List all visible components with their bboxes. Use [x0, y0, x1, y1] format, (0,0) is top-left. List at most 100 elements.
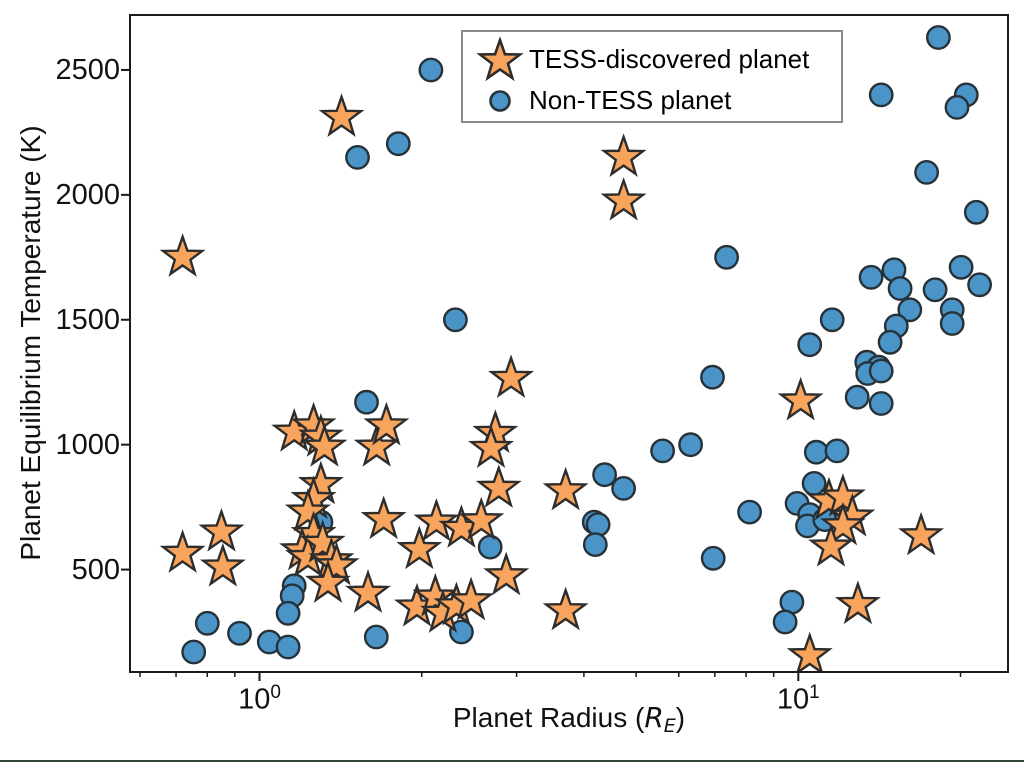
scatter-point-circle [678, 432, 703, 458]
scatter-points [159, 25, 992, 672]
scatter-point-circle [944, 95, 970, 120]
scatter-point-circle [797, 502, 823, 527]
scatter-point-circle [868, 82, 894, 108]
scatter-point-circle [354, 389, 379, 415]
y-tick-label-500: 500 [71, 553, 120, 586]
scatter-point-circle [967, 272, 992, 298]
scatter-point-circle [592, 462, 617, 488]
y-tick-label-1500: 1500 [55, 303, 120, 336]
scatter-point-star [488, 354, 535, 399]
scatter-point-star [159, 529, 206, 573]
scatter-point-star [271, 408, 318, 452]
scatter-point-star [290, 510, 337, 555]
scatter-point-circle [939, 297, 965, 323]
scatter-point-circle [797, 332, 823, 358]
scatter-point-circle [939, 311, 965, 336]
scatter-point-star [448, 576, 495, 621]
scatter-point-star [808, 522, 854, 567]
scatter-point-star [198, 507, 245, 552]
scatter-point-circle [611, 475, 636, 501]
scatter-point-star [159, 233, 206, 277]
scatter-point-circle [700, 364, 725, 390]
scatter-point-star [600, 133, 647, 177]
scatter-point-circle [801, 470, 827, 496]
scatter-point-circle [795, 513, 820, 539]
scatter-point-circle [256, 629, 282, 655]
scatter-point-star [396, 525, 443, 570]
scatter-point-circle [308, 509, 334, 535]
scatter-point-circle [275, 634, 301, 660]
scatter-point-circle [963, 199, 989, 225]
scatter-point-circle [855, 361, 881, 386]
scatter-point-circle [772, 609, 798, 635]
scatter-point-star [829, 492, 876, 537]
scatter-point-circle [700, 545, 726, 571]
scatter-point-star [360, 495, 407, 540]
scatter-point-star [199, 542, 246, 587]
y-tick-label-1000: 1000 [55, 428, 120, 461]
scatter-point-star [819, 501, 866, 546]
scatter-point-circle [477, 534, 503, 560]
scatter-point-circle [868, 391, 894, 416]
axis-ticks [121, 68, 962, 681]
scatter-point-star [786, 631, 833, 672]
scatter-point-circle [448, 619, 474, 645]
scatter-point-star [305, 559, 351, 603]
scatter-point-star [353, 423, 400, 467]
scatter-point-star [363, 401, 410, 446]
scatter-point-circle [784, 490, 810, 516]
scatter-point-circle [585, 512, 611, 537]
legend-label-nontess: Non-TESS planet [529, 85, 732, 116]
scatter-point-star [290, 475, 337, 520]
scatter-point-star [806, 476, 852, 521]
x-axis-label-subscript: E [663, 715, 676, 737]
scatter-point-circle [881, 257, 907, 283]
y-tick-label-2000: 2000 [55, 178, 120, 211]
x-axis-label-symbol: R [644, 701, 664, 734]
scatter-point-star [483, 551, 530, 596]
x-tick-label-1: 100 [238, 682, 281, 716]
scatter-point-circle [779, 589, 805, 615]
scatter-point-circle [854, 349, 880, 375]
scatter-point-circle [442, 307, 468, 333]
scatter-point-star [542, 466, 589, 511]
scatter-point-circle [922, 277, 948, 303]
scatter-point-circle [363, 624, 389, 650]
scatter-point-star [419, 589, 466, 633]
scatter-point-star [438, 504, 485, 548]
scatter-point-circle [948, 254, 974, 280]
scatter-point-circle [858, 264, 884, 290]
scatter-point-circle [194, 610, 220, 636]
circle-icon [471, 88, 529, 114]
scatter-point-star [413, 497, 460, 542]
scatter-point-star [297, 460, 344, 505]
scatter-point-star [318, 93, 365, 137]
scatter-point-circle [737, 499, 762, 525]
scatter-point-star [475, 464, 522, 508]
scatter-point-circle [581, 509, 607, 535]
scatter-point-circle [279, 583, 305, 609]
scatter-point-star [542, 586, 589, 631]
scatter-point-circle [819, 307, 845, 333]
scatter-point-star [412, 572, 459, 617]
scatter-point-star [393, 582, 440, 627]
scatter-point-star [279, 526, 326, 571]
scatter-point-circle [887, 276, 913, 301]
scatter-point-star [299, 519, 346, 563]
y-tick-label-2500: 2500 [55, 53, 120, 86]
star-icon [471, 36, 529, 83]
scatter-point-star [819, 472, 866, 517]
scatter-point-star [472, 409, 519, 453]
scatter-point-star [834, 580, 881, 625]
scatter-point-star [313, 541, 360, 586]
scatter-point-star [345, 569, 391, 613]
scatter-point-circle [877, 329, 903, 355]
scatter-point-star [433, 581, 480, 626]
scatter-point-star [600, 176, 647, 221]
x-axis-label-text: Planet Radius ( [452, 702, 645, 733]
scatter-point-circle [926, 25, 951, 50]
scatter-point-star [898, 511, 945, 556]
bottom-rule [0, 760, 1024, 762]
x-axis-label: Planet Radius (RE) [453, 701, 685, 737]
x-axis-label-suffix: ) [675, 702, 686, 733]
